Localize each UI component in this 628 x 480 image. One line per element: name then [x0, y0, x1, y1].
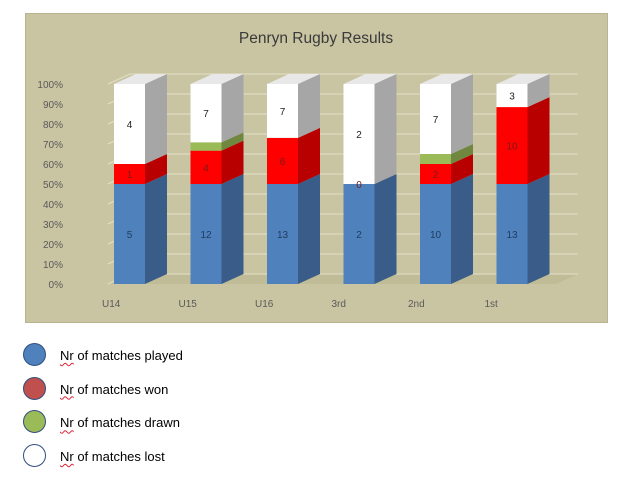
bar-side-3rd-3 [374, 74, 397, 184]
bar-U15-nr-of-matches-won [190, 150, 222, 184]
data-label: 7 [203, 109, 209, 120]
bar-top-U16 [267, 74, 320, 84]
y-tick-label: 30% [43, 220, 63, 231]
y-tick-label: 80% [43, 120, 63, 131]
y-tick-label: 0% [49, 280, 64, 291]
bar-side-1st-0 [527, 174, 550, 284]
legend-label-lost: Nr of matches lost [60, 449, 165, 465]
bar-side-U16-0 [298, 174, 320, 284]
chart-title: Penryn Rugby Results [239, 30, 393, 47]
bar-top-2nd [420, 74, 473, 84]
data-label: 10 [430, 230, 442, 241]
legend-marker-drawn [23, 410, 46, 434]
x-tick-label: 2nd [408, 299, 425, 310]
data-label: 6 [280, 157, 286, 168]
bar-top-3rd [343, 74, 397, 84]
data-label: 2 [433, 170, 439, 181]
bar-2nd-nr-of-matches-lost [420, 84, 451, 154]
bar-2nd-nr-of-matches-won [420, 164, 451, 184]
bar-3rd-nr-of-matches-played [343, 184, 375, 284]
data-label: 3 [509, 92, 515, 103]
bar-side-U15-1 [221, 140, 244, 184]
data-label: 5 [127, 230, 133, 241]
bar-1st-nr-of-matches-played [496, 184, 528, 284]
bar-side-1st-3 [527, 74, 550, 108]
data-label: 4 [203, 163, 209, 174]
bar-U16-nr-of-matches-won [267, 137, 298, 184]
chart-plot: Penryn Rugby Results 0%10%20%30%40%50%60… [37, 30, 578, 310]
bar-U14-nr-of-matches-lost [114, 84, 145, 164]
bar-U15-nr-of-matches-drawn [190, 142, 222, 151]
legend-label-drawn: Nr of matches drawn [60, 415, 180, 431]
legend-marker-played [23, 343, 46, 366]
y-tick-label: 100% [37, 80, 63, 91]
bar-top-1st [496, 74, 550, 84]
bar-side-U15-2 [221, 132, 244, 151]
bar-side-U14-3 [145, 74, 167, 164]
legend-label-won: Nr of matches won [60, 381, 169, 397]
bar-side-U16-3 [298, 74, 320, 138]
bar-side-U15-0 [221, 174, 244, 284]
data-label: 13 [277, 230, 289, 241]
data-label: 4 [127, 120, 133, 131]
data-label: 1 [127, 170, 133, 181]
y-tick-label: 10% [43, 260, 63, 271]
bar-U15-nr-of-matches-lost [190, 84, 222, 143]
x-tick-label: 1st [485, 299, 499, 310]
bar-U15-nr-of-matches-played [190, 184, 222, 284]
y-tick-label: 70% [43, 140, 63, 151]
bar-side-2nd-3 [451, 74, 473, 154]
legend: Nr of matches played Nr of matches won N… [23, 340, 323, 475]
x-tick-label: 3rd [332, 299, 346, 310]
legend-item-drawn: Nr of matches drawn [23, 407, 323, 441]
bar-U16-nr-of-matches-played [267, 184, 298, 284]
y-tick-label: 60% [43, 160, 63, 171]
bar-U14-nr-of-matches-played [114, 184, 145, 284]
bar-side-2nd-2 [451, 144, 473, 164]
x-tick-label: U16 [255, 299, 274, 310]
legend-item-won: Nr of matches won [23, 374, 323, 408]
bar-1st-nr-of-matches-won [496, 107, 528, 184]
legend-marker-won [23, 376, 46, 400]
y-tick-label: 20% [43, 240, 63, 251]
bar-2nd-nr-of-matches-played [420, 184, 451, 284]
data-label: 7 [433, 115, 439, 126]
bar-2nd-nr-of-matches-drawn [420, 154, 451, 164]
data-label: 2 [356, 230, 362, 241]
legend-item-played: Nr of matches played [23, 340, 323, 374]
x-tick-label: U15 [179, 299, 198, 310]
bar-side-U15-3 [221, 74, 244, 143]
legend-item-lost: Nr of matches lost [23, 441, 323, 475]
chart-area: Penryn Rugby Results 0% 10% 20% 30% 40% 50% 60… [25, 13, 608, 323]
data-label: 13 [506, 230, 518, 241]
data-label: 7 [280, 107, 286, 118]
bar-side-U14-0 [145, 174, 167, 284]
bar-side-U16-1 [298, 127, 320, 184]
data-label: 0 [356, 180, 362, 191]
x-tick-label: U14 [102, 299, 121, 310]
bar-U16-nr-of-matches-lost [267, 84, 298, 138]
bar-U14-nr-of-matches-won [114, 164, 145, 184]
data-label: 2 [356, 130, 362, 141]
bar-side-1st-1 [527, 97, 550, 184]
legend-marker-lost [23, 444, 46, 468]
bar-1st-nr-of-matches-lost [496, 84, 528, 108]
bar-3rd-nr-of-matches-lost [343, 84, 375, 184]
data-label: 12 [200, 230, 212, 241]
data-label: 10 [506, 142, 518, 153]
y-tick-label: 50% [43, 180, 63, 191]
bar-top-U14 [114, 74, 167, 84]
legend-label-played: Nr of matches played [60, 348, 183, 363]
y-tick-label: 40% [43, 200, 63, 211]
bar-side-3rd-0 [374, 174, 397, 284]
gridline [107, 73, 578, 85]
y-tick-label: 90% [43, 100, 63, 111]
bar-side-2nd-0 [451, 174, 473, 284]
bar-top-U15 [190, 74, 244, 84]
